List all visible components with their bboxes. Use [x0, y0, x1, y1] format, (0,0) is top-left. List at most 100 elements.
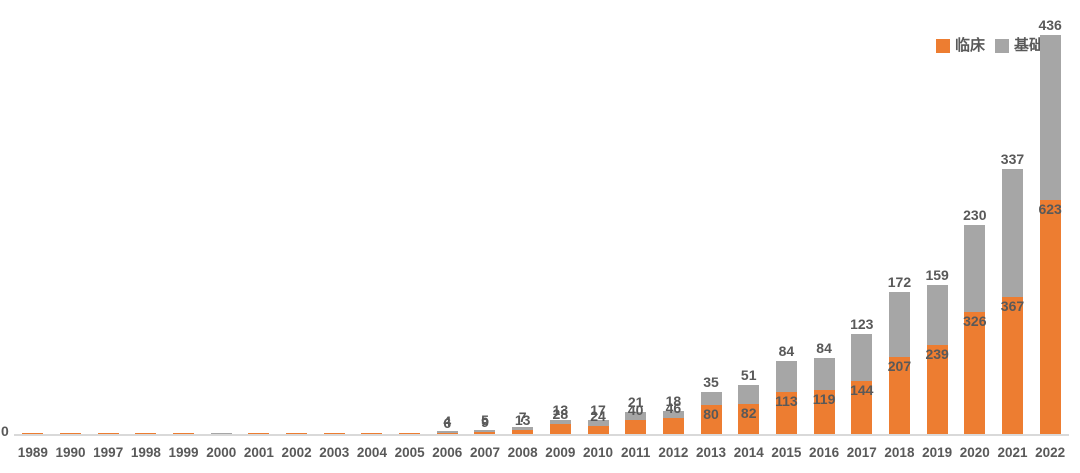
- bar-value-label-clinical: 113: [775, 393, 798, 410]
- bar-value-label-clinical: 82: [740, 405, 757, 422]
- x-axis-tick-label: 2007: [469, 445, 500, 460]
- bar-segment-clinical[interactable]: 207: [887, 356, 912, 435]
- bar-value-label-basic: 7: [518, 409, 527, 426]
- bar-value-label-clinical: 9: [481, 413, 489, 430]
- bar-segment-clinical[interactable]: 239: [925, 344, 949, 435]
- x-axis-tick-label: 2020: [959, 445, 990, 460]
- x-axis-tick-label: 2022: [1035, 445, 1066, 460]
- bar-segment-clinical[interactable]: 80: [700, 404, 722, 435]
- x-axis-tick-label: 2011: [621, 445, 651, 460]
- x-axis-tick-label: 2013: [696, 445, 727, 460]
- bar-value-label-basic: 21: [627, 394, 644, 410]
- x-axis-tick-label: 2018: [884, 445, 915, 460]
- bar-segment-basic[interactable]: 436: [1038, 18, 1062, 200]
- bar-group[interactable]: 337 367: [1000, 152, 1025, 435]
- bar-group[interactable]: 230 326: [963, 208, 986, 435]
- plot-area: 4 6 5 9 7 13 13 28 17 24 21 40 18 46 35 80 51 82 84 113 84 11…: [14, 18, 1069, 435]
- bar-segment-basic[interactable]: 18: [662, 394, 684, 418]
- bar-group[interactable]: 172 207: [887, 275, 912, 435]
- bar-value-label-basic: 51: [740, 366, 757, 383]
- legend-item-basic[interactable]: 基础: [994, 37, 1044, 54]
- x-axis-tick-label: 1998: [130, 445, 161, 460]
- bar-segment-basic[interactable]: 84: [775, 344, 797, 393]
- bar-value-label-clinical: 80: [703, 405, 719, 422]
- x-axis-tick-label: 2001: [243, 445, 274, 460]
- bar-group[interactable]: 51 82: [738, 368, 760, 435]
- x-axis-tick-label: 2009: [545, 445, 576, 460]
- bar-value-label-clinical: 239: [925, 345, 949, 362]
- bar-group[interactable]: 17 24: [587, 403, 609, 435]
- bar-segment-clinical[interactable]: 46: [662, 401, 684, 435]
- x-axis-tick-label: 1997: [93, 445, 124, 460]
- bar-group[interactable]: 13 28: [549, 403, 571, 435]
- x-axis-tick-label: 2005: [394, 445, 425, 460]
- bar-segment-clinical[interactable]: 367: [1000, 296, 1025, 435]
- bar-value-label-basic: 159: [925, 266, 949, 283]
- bar-value-label-basic: 17: [590, 401, 606, 418]
- legend-label-clinical: 临床: [954, 37, 985, 54]
- x-axis-tick-label: 2003: [319, 445, 350, 460]
- x-axis-tick-label: 2012: [658, 445, 689, 460]
- x-axis-tick-label: 2004: [356, 445, 387, 460]
- bar-segment-basic[interactable]: 123: [850, 317, 873, 381]
- chart-legend: 临床 基础: [935, 37, 1044, 54]
- bar-segment-basic[interactable]: 35: [700, 375, 722, 405]
- x-axis-tick-label: 2010: [582, 445, 614, 460]
- bar-value-label-clinical: 13: [514, 412, 531, 429]
- bar-segment-clinical[interactable]: 326: [963, 312, 986, 435]
- bar-segment-clinical[interactable]: 144: [850, 380, 874, 435]
- bar-segment-basic[interactable]: 21: [625, 395, 647, 420]
- x-axis-tick-label: 1989: [17, 445, 48, 460]
- bar-value-label-basic: 13: [552, 401, 569, 418]
- bar-segment-basic[interactable]: 159: [925, 268, 949, 345]
- bar-value-label-basic: 436: [1038, 17, 1062, 34]
- x-axis-tick-label: 2016: [809, 445, 840, 460]
- bar-segment-clinical[interactable]: 40: [625, 403, 647, 435]
- bar-group[interactable]: 35 80: [700, 375, 722, 435]
- bar-segment-clinical[interactable]: 119: [812, 390, 836, 435]
- x-axis-tick-label: 2021: [997, 445, 1028, 460]
- x-axis-line: [14, 434, 1069, 436]
- bar-value-label-basic: 4: [443, 412, 452, 429]
- bar-segment-basic[interactable]: 84: [813, 341, 835, 391]
- legend-label-basic: 基础: [1013, 37, 1044, 54]
- bar-segment-basic[interactable]: 172: [888, 275, 911, 357]
- x-axis-tick-label: 2017: [846, 445, 877, 460]
- legend-item-clinical[interactable]: 临床: [935, 37, 985, 54]
- bar-value-label-clinical: 623: [1038, 200, 1062, 217]
- bar-value-label-basic: 230: [963, 207, 987, 224]
- bar-group[interactable]: 84 119: [812, 341, 836, 435]
- bar-group[interactable]: 18 46: [662, 394, 684, 435]
- bar-segment-clinical[interactable]: 82: [738, 404, 760, 435]
- bar-segment-basic[interactable]: 230: [963, 208, 986, 313]
- bar-value-label-basic: 84: [816, 340, 832, 357]
- x-axis-tick-label: 2000: [206, 445, 237, 460]
- x-axis-tick-label: 1990: [55, 445, 86, 460]
- bar-segment-clinical[interactable]: 113: [775, 392, 798, 435]
- bar-group[interactable]: 21 40: [625, 395, 647, 435]
- x-axis-tick-label: 2006: [432, 445, 463, 460]
- square-swatch-icon: [935, 38, 950, 53]
- bar-value-label-basic: 18: [665, 392, 682, 409]
- bar-group[interactable]: 84 113: [775, 344, 798, 435]
- x-axis-tick-label: 2015: [771, 445, 802, 460]
- bar-group[interactable]: 436 623: [1038, 18, 1062, 435]
- bar-value-label-clinical: 119: [812, 391, 836, 408]
- bar-value-label-basic: 84: [778, 342, 795, 359]
- bar-value-label-basic: 5: [481, 411, 489, 428]
- bar-group[interactable]: 159 239: [925, 268, 949, 435]
- bar-value-label-clinical: 144: [850, 381, 874, 398]
- bar-value-label-clinical: 6: [443, 414, 452, 431]
- bar-segment-clinical[interactable]: 623: [1038, 199, 1062, 435]
- x-axis-tick-label: 1999: [168, 445, 199, 460]
- x-axis-tick-label: 2002: [281, 445, 312, 460]
- bar-segment-basic[interactable]: 51: [738, 368, 760, 405]
- bar-value-label-clinical: 207: [887, 357, 912, 374]
- bar-segment-basic[interactable]: 337: [1001, 152, 1024, 297]
- bar-value-label-basic: 35: [703, 373, 719, 390]
- bar-value-label-basic: 123: [850, 316, 874, 333]
- square-swatch-icon: [994, 38, 1009, 53]
- bar-group[interactable]: 123 144: [850, 317, 874, 435]
- bar-value-label-clinical: 367: [1000, 297, 1025, 314]
